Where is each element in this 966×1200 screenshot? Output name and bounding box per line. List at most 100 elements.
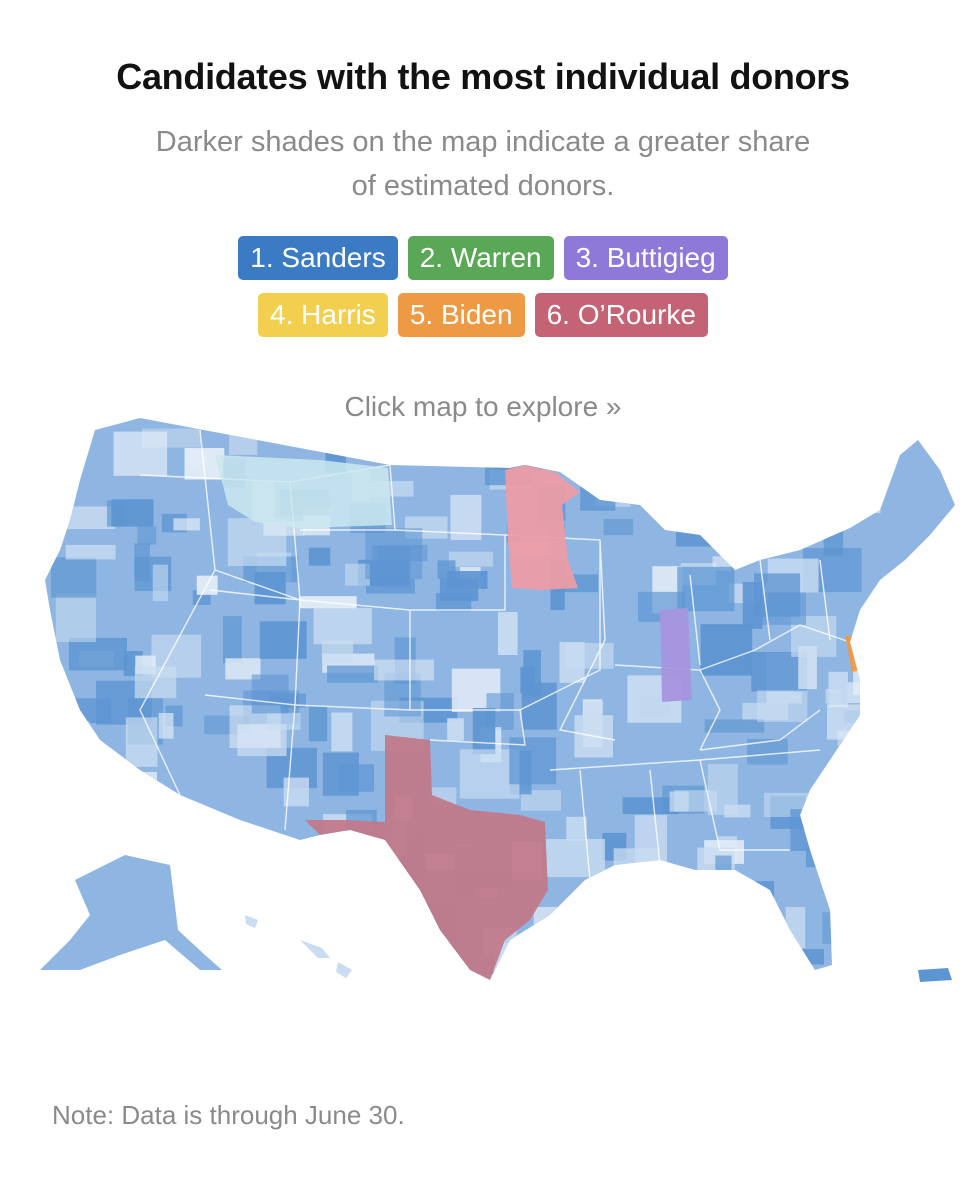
county-patch bbox=[51, 557, 97, 598]
region-indiana[interactable] bbox=[660, 608, 692, 702]
county-patch bbox=[805, 421, 863, 449]
county-patch bbox=[755, 881, 775, 930]
county-patch bbox=[677, 566, 735, 612]
county-patch bbox=[564, 643, 614, 669]
county-patch bbox=[831, 424, 870, 473]
county-patch bbox=[626, 429, 675, 449]
county-patch bbox=[841, 970, 860, 980]
county-patch bbox=[134, 543, 150, 581]
county-patch bbox=[147, 807, 192, 824]
county-patch bbox=[584, 934, 635, 958]
region-puerto-rico[interactable] bbox=[918, 968, 952, 982]
county-patch bbox=[262, 957, 279, 979]
county-patch bbox=[392, 935, 433, 974]
county-patch bbox=[737, 436, 758, 478]
county-patch bbox=[819, 843, 855, 868]
county-patch bbox=[137, 526, 157, 545]
county-patch bbox=[486, 974, 538, 980]
county-patch bbox=[626, 466, 646, 493]
county-patch bbox=[613, 848, 660, 883]
county-patch bbox=[545, 839, 605, 878]
county-patch bbox=[353, 949, 409, 980]
county-patch bbox=[60, 506, 116, 530]
county-patch bbox=[825, 688, 842, 704]
county-patch bbox=[690, 428, 727, 470]
county-patch bbox=[588, 421, 609, 467]
county-patch bbox=[805, 847, 862, 868]
county-patch bbox=[191, 842, 237, 892]
explore-link[interactable]: Click map to explore » bbox=[344, 391, 622, 422]
county-patch bbox=[68, 721, 90, 758]
county-patch bbox=[520, 790, 562, 811]
county-patch bbox=[106, 500, 126, 527]
county-patch bbox=[125, 717, 158, 767]
county-patch bbox=[652, 906, 673, 920]
county-patch bbox=[595, 950, 623, 980]
county-patch bbox=[448, 551, 494, 567]
legend-orourke[interactable]: 6. O’Rourke bbox=[534, 293, 708, 337]
county-patch bbox=[321, 640, 354, 663]
county-patch bbox=[787, 949, 824, 965]
county-patch bbox=[439, 578, 479, 602]
county-patch bbox=[790, 809, 850, 851]
county-patch bbox=[180, 851, 199, 864]
county-patch bbox=[829, 478, 881, 514]
county-patch bbox=[472, 707, 496, 755]
county-patch bbox=[509, 943, 546, 980]
legend-sanders[interactable]: 1. Sanders bbox=[238, 236, 398, 280]
county-patch bbox=[45, 800, 74, 821]
county-patch bbox=[579, 909, 610, 938]
county-patch bbox=[392, 924, 413, 950]
county-patch bbox=[51, 436, 71, 467]
county-patch bbox=[92, 794, 130, 818]
county-patch bbox=[68, 637, 127, 671]
county-patch bbox=[55, 593, 97, 643]
us-donor-map[interactable] bbox=[0, 410, 966, 1010]
region-minnesota[interactable] bbox=[505, 465, 580, 590]
legend-biden[interactable]: 5. Biden bbox=[397, 293, 525, 337]
county-patch bbox=[327, 665, 379, 683]
county-patch bbox=[254, 571, 286, 605]
note: Note: Data is through June 30. bbox=[52, 1100, 405, 1130]
county-patch bbox=[415, 422, 431, 454]
county-patch bbox=[189, 449, 208, 466]
county-patch bbox=[267, 712, 301, 730]
county-patch bbox=[259, 621, 307, 659]
county-patch bbox=[64, 735, 83, 768]
county-patch bbox=[447, 718, 464, 741]
county-patch bbox=[826, 704, 864, 740]
county-patch bbox=[533, 906, 580, 942]
county-patch bbox=[293, 849, 309, 896]
county-patch bbox=[65, 544, 116, 560]
county-patch bbox=[322, 752, 359, 796]
county-patch bbox=[743, 962, 771, 980]
county-patch bbox=[715, 855, 732, 887]
region-montana[interactable] bbox=[215, 455, 392, 528]
chart-subtitle: Darker shades on the map indicate a grea… bbox=[155, 126, 811, 202]
legend-harris[interactable]: 4. Harris bbox=[258, 293, 388, 337]
county-patch bbox=[742, 582, 763, 629]
region-texas[interactable] bbox=[305, 735, 548, 980]
county-patch bbox=[766, 446, 813, 460]
county-patch bbox=[308, 547, 331, 566]
county-patch bbox=[847, 682, 892, 704]
county-patch bbox=[251, 674, 289, 714]
county-patch bbox=[422, 974, 440, 980]
legend-warren[interactable]: 2. Warren bbox=[407, 236, 554, 280]
region-alaska[interactable] bbox=[40, 855, 222, 970]
county-patch bbox=[158, 712, 174, 739]
legend-row-2: 4. Harris 5. Biden 6. O’Rourke bbox=[0, 293, 966, 337]
county-patch bbox=[751, 651, 807, 692]
legend-buttigieg[interactable]: 3. Buttigieg bbox=[563, 236, 728, 280]
county-patch bbox=[728, 436, 747, 452]
chart-title: Candidates with the most individual dono… bbox=[116, 56, 850, 97]
county-patch bbox=[658, 971, 716, 980]
county-patch bbox=[757, 690, 808, 722]
county-patch bbox=[265, 940, 285, 980]
county-patch bbox=[704, 719, 765, 733]
county-patch bbox=[688, 496, 713, 521]
region-hawaii[interactable] bbox=[245, 915, 352, 978]
county-patch bbox=[113, 431, 168, 476]
county-patch bbox=[675, 502, 721, 547]
county-patch bbox=[152, 564, 169, 602]
